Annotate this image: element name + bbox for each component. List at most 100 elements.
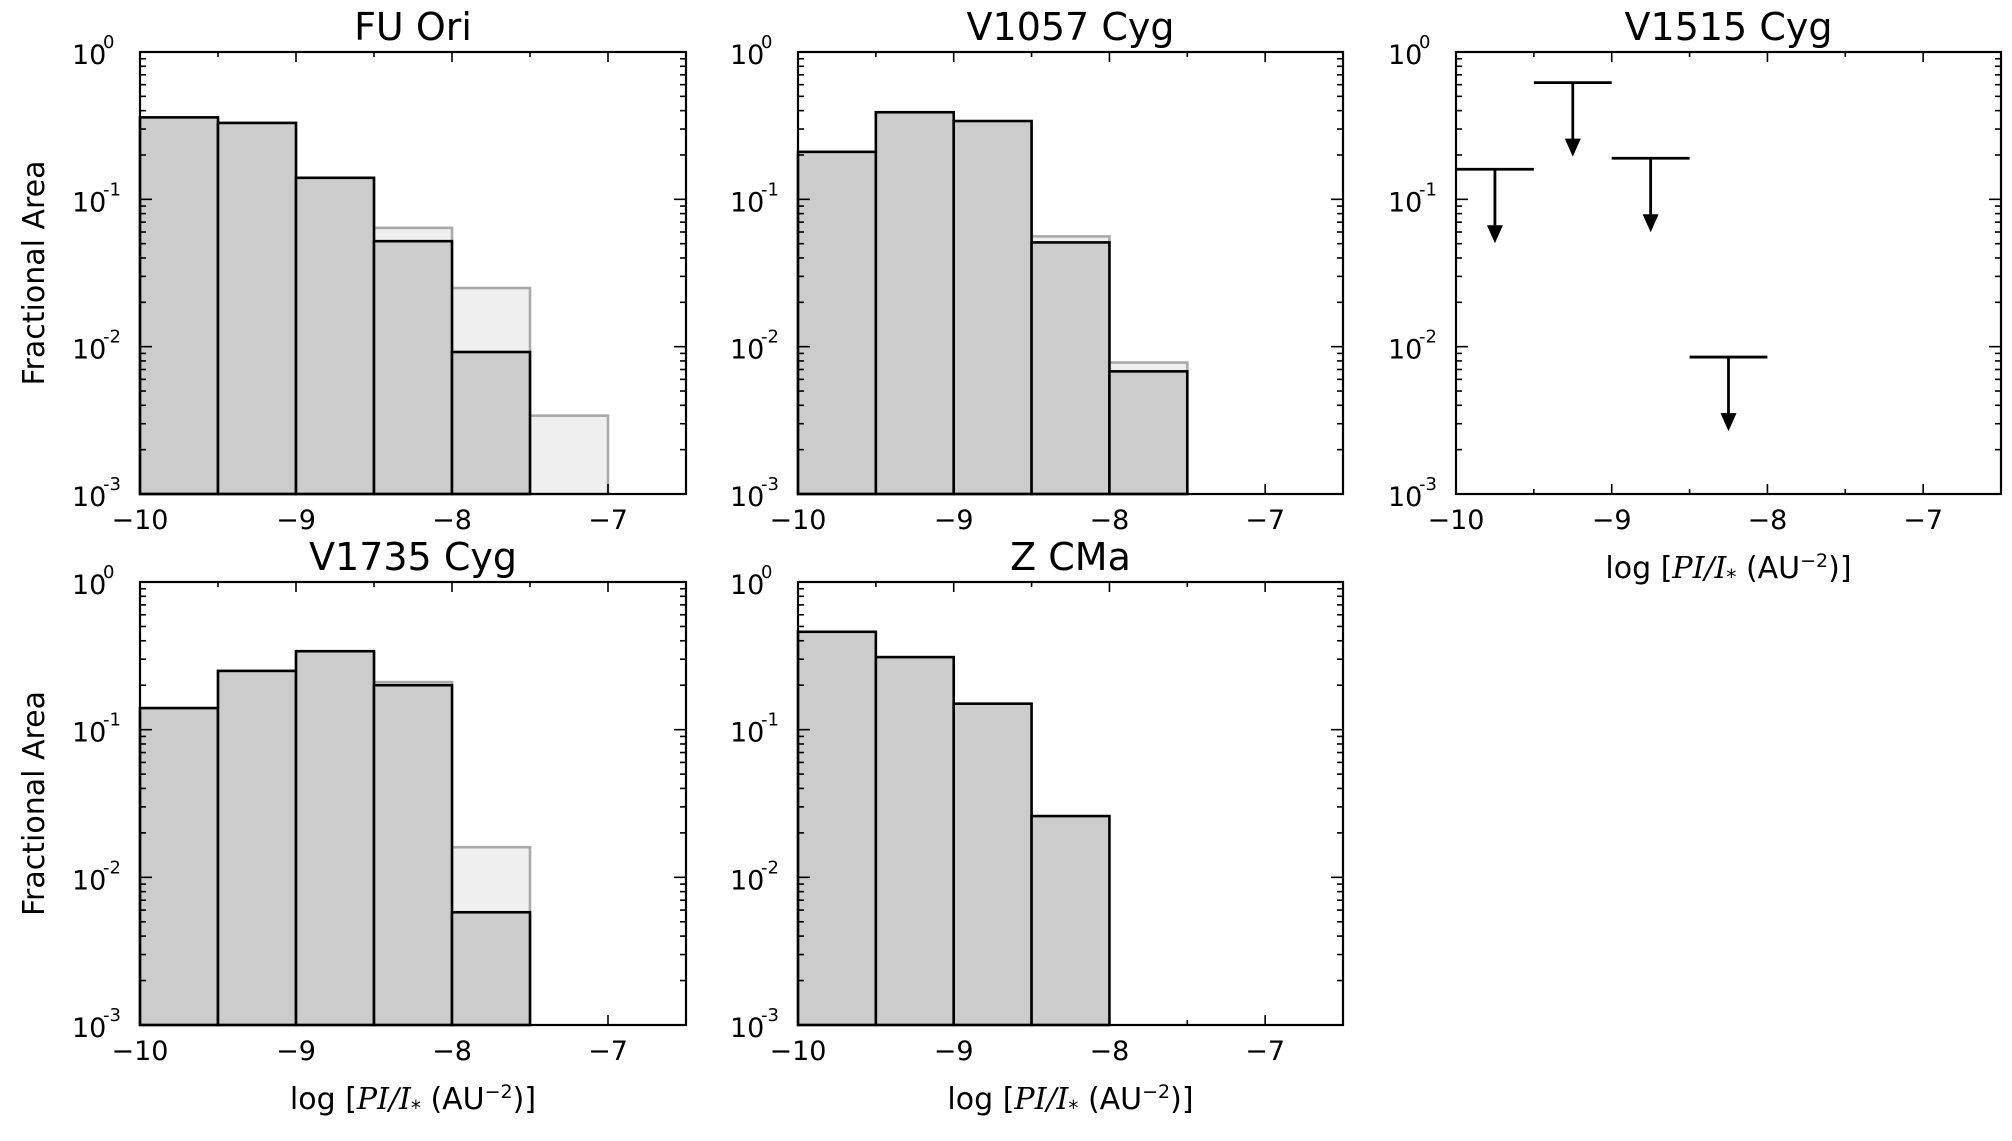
y-tick-label: 10 <box>72 570 106 601</box>
y-tick-label: 10 <box>730 570 764 601</box>
upper-limit-arrowhead <box>1642 214 1659 233</box>
panel-title: V1515 Cyg <box>1625 5 1833 49</box>
axes-frame <box>1454 50 2003 496</box>
y-tick-exponent: -2 <box>761 327 779 348</box>
x-tick-label: −8 <box>1090 1036 1130 1067</box>
x-label-subscript: * <box>1726 565 1736 589</box>
histogram-bar <box>294 649 376 1027</box>
x-label-italic: PI/I <box>1671 551 1727 586</box>
y-tick-exponent: 0 <box>103 562 114 583</box>
y-tick-label: 10 <box>72 40 106 71</box>
y-tick-exponent: -3 <box>103 1005 121 1026</box>
y-tick-label: 10 <box>1388 335 1422 366</box>
x-label-italic: PI/I <box>1013 1082 1069 1117</box>
y-tick-exponent: -1 <box>103 179 121 200</box>
x-tick-label: −8 <box>432 1036 472 1067</box>
y-tick-exponent: -3 <box>761 1005 779 1026</box>
histogram-bar <box>1030 814 1111 1027</box>
y-tick-label: 10 <box>72 865 106 896</box>
y-tick-exponent: -2 <box>103 857 121 878</box>
y-tick-label: 10 <box>730 718 764 749</box>
x-label-unit-exponent: −2 <box>1142 1081 1170 1103</box>
y-tick-label: 10 <box>730 335 764 366</box>
histogram-bar <box>294 176 376 496</box>
y-tick-label: 10 <box>730 40 764 71</box>
histogram-bar <box>138 116 220 496</box>
histogram-bar <box>874 655 956 1027</box>
y-tick-exponent: -2 <box>103 327 121 348</box>
x-tick-label: −9 <box>276 505 316 536</box>
histogram-bar <box>1108 370 1189 496</box>
histogram-bar <box>372 239 454 496</box>
panel-title: Z CMa <box>1010 535 1131 579</box>
y-tick-exponent: 0 <box>1419 32 1430 53</box>
x-label-subscript: * <box>1068 1096 1078 1120</box>
histogram-bar <box>796 630 878 1027</box>
x-tick-label: −9 <box>934 505 974 536</box>
y-tick-exponent: 0 <box>103 32 114 53</box>
histogram-bar <box>138 706 220 1027</box>
x-tick-label: −9 <box>934 1036 974 1067</box>
x-label-suffix: )] <box>1170 1082 1193 1117</box>
x-tick-label: −7 <box>1903 505 1943 536</box>
axes-frame <box>138 50 688 496</box>
axes-frame <box>796 580 1345 1027</box>
x-label-unit-exponent: −2 <box>1800 550 1828 572</box>
histogram-bar <box>874 110 956 496</box>
x-label-unit: (AU <box>421 1082 485 1117</box>
y-tick-label: 10 <box>730 1013 764 1044</box>
x-tick-label: −10 <box>770 505 827 536</box>
x-tick-label: −7 <box>1245 505 1285 536</box>
y-tick-label: 10 <box>72 335 106 366</box>
histogram-bar <box>450 350 532 496</box>
x-axis-label: log [PI/I* (AU−2)] <box>1605 550 1851 589</box>
histogram-bar <box>450 910 532 1027</box>
y-tick-exponent: 0 <box>761 32 772 53</box>
x-axis-label: log [PI/I* (AU−2)] <box>947 1081 1193 1120</box>
y-tick-exponent: -1 <box>103 710 121 731</box>
x-tick-label: −9 <box>1592 505 1632 536</box>
y-tick-exponent: -1 <box>761 710 779 731</box>
x-label-suffix: )] <box>1828 551 1851 586</box>
y-tick-exponent: -1 <box>1419 179 1437 200</box>
y-tick-label: 10 <box>1388 187 1422 218</box>
panel-title: V1057 Cyg <box>967 5 1175 49</box>
y-tick-exponent: -2 <box>1419 327 1437 348</box>
x-label-prefix: log [ <box>290 1082 357 1117</box>
histogram-bar <box>216 669 298 1027</box>
y-tick-label: 10 <box>72 482 106 513</box>
x-tick-label: −10 <box>112 505 169 536</box>
panel-title: V1735 Cyg <box>309 535 517 579</box>
y-tick-label: 10 <box>72 718 106 749</box>
y-tick-label: 10 <box>72 1013 106 1044</box>
x-tick-label: −10 <box>112 1036 169 1067</box>
x-tick-label: −10 <box>1428 505 1485 536</box>
x-tick-label: −8 <box>1090 505 1130 536</box>
y-tick-exponent: -1 <box>761 179 779 200</box>
x-axis-label: log [PI/I* (AU−2)] <box>290 1081 536 1120</box>
x-tick-label: −10 <box>770 1036 827 1067</box>
x-label-subscript: * <box>411 1096 421 1120</box>
upper-limit-arrowhead <box>1720 413 1737 432</box>
y-axis-label: Fractional Area <box>17 691 52 916</box>
y-tick-exponent: 0 <box>761 562 772 583</box>
axes-frame <box>796 50 1345 496</box>
upper-limit-arrowhead <box>1564 138 1581 157</box>
y-tick-label: 10 <box>1388 40 1422 71</box>
x-tick-label: −8 <box>1748 505 1788 536</box>
histogram-bar <box>796 150 878 496</box>
x-label-unit-exponent: −2 <box>485 1081 513 1103</box>
y-tick-label: 10 <box>730 482 764 513</box>
y-tick-exponent: -3 <box>1419 474 1437 495</box>
y-tick-exponent: -3 <box>103 474 121 495</box>
x-label-italic: PI/I <box>356 1082 412 1117</box>
x-tick-label: −7 <box>588 505 628 536</box>
x-label-prefix: log [ <box>1605 551 1672 586</box>
x-label-unit: (AU <box>1078 1082 1142 1117</box>
y-tick-exponent: -3 <box>761 474 779 495</box>
histogram-bar <box>952 119 1033 496</box>
x-label-unit: (AU <box>1736 551 1800 586</box>
